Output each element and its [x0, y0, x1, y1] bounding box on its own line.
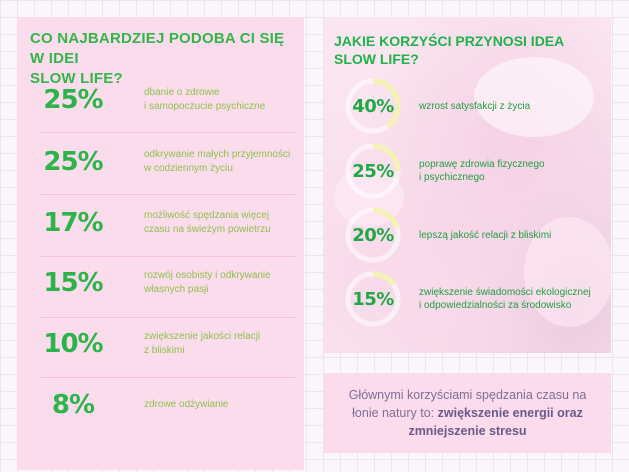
benefit-item: 25% poprawę zdrowia fizycznego i psychic…	[324, 140, 611, 200]
stat-row: 25% dbanie o zdrowie i samopoczucie psyc…	[17, 72, 304, 128]
stat-description: rozwój osobisty i odkrywanie własnych pa…	[144, 255, 299, 311]
stat-description-line: własnych pasji	[144, 284, 209, 295]
row-divider	[39, 256, 297, 257]
ring-progress-arc	[345, 271, 401, 327]
stat-percentage: 25%	[43, 147, 103, 177]
stat-row: 10% zwiększenie jakości relacji z bliski…	[17, 316, 304, 372]
benefit-item: 20% lepszą jakość relacji z bliskimi	[324, 204, 611, 264]
summary-line: Głównymi korzyściami spędzania czasu na	[348, 388, 587, 402]
stat-description: zdrowe odżywianie	[144, 377, 299, 433]
benefit-description: zwiększenie świadomości ekologicznej i o…	[419, 268, 609, 330]
benefit-percentage: 40%	[352, 95, 394, 117]
benefit-percentage: 25%	[352, 160, 394, 182]
stat-percentage: 17%	[43, 208, 103, 238]
stat-description-line: dbanie o zdrowie	[144, 87, 220, 98]
percentage-ring: 40%	[344, 77, 402, 135]
summary-highlight: zwiększenie energii oraz	[437, 406, 583, 420]
stat-description: możliwość spędzania więcej czasu na świe…	[144, 195, 299, 251]
benefit-percentage: 15%	[352, 288, 394, 310]
stat-description: odkrywanie małych przyjemności w codzien…	[144, 134, 299, 190]
stat-description-line: możliwość spędzania więcej	[144, 210, 270, 221]
ring-svg	[345, 78, 401, 134]
ring-svg	[345, 143, 401, 199]
left-title-line1: CO NAJBARDZIEJ PODOBA CI SIĘ W IDEI	[30, 30, 285, 67]
row-divider	[39, 132, 297, 133]
summary-line: łonie natury to: zwiększenie energii ora…	[352, 404, 583, 422]
stat-description-line: czasu na świeżym powietrzu	[144, 224, 271, 235]
summary-highlight: zmniejszenie stresu	[408, 424, 527, 438]
percentage-ring: 25%	[344, 142, 402, 200]
stat-description-line: w codziennym życiu	[144, 163, 233, 174]
stat-row: 8% zdrowe odżywianie	[17, 377, 304, 433]
stat-description-line: i samopoczucie psychiczne	[144, 101, 266, 112]
stat-percentage: 25%	[43, 85, 103, 115]
stat-description: dbanie o zdrowie i samopoczucie psychicz…	[144, 72, 299, 128]
percentage-ring: 20%	[344, 206, 402, 264]
benefit-description-line: zwiększenie świadomości ekologicznej	[419, 287, 591, 298]
stat-description-line: odkrywanie małych przyjemności	[144, 149, 291, 160]
left-title-line2: SLOW LIFE?	[30, 70, 123, 87]
ring-progress-arc	[345, 143, 401, 199]
stat-description-line: zwiększenie jakości relacji	[144, 331, 261, 342]
stat-percentage: 15%	[43, 268, 103, 298]
benefit-item: 40% wzrost satysfakcji z życia	[324, 75, 611, 135]
stat-row: 25% odkrywanie małych przyjemności w cod…	[17, 134, 304, 190]
stat-row: 17% możliwość spędzania więcej czasu na …	[17, 195, 304, 251]
stat-description-line: rozwój osobisty i odkrywanie	[144, 270, 271, 281]
stat-description-line: z bliskimi	[144, 345, 185, 356]
benefit-description: wzrost satysfakcji z życia	[419, 75, 609, 137]
benefit-item: 15% zwiększenie świadomości ekologicznej…	[324, 268, 611, 328]
left-panel: CO NAJBARDZIEJ PODOBA CI SIĘ W IDEI SLOW…	[17, 17, 304, 470]
decorative-flower-blur	[474, 57, 594, 137]
row-divider	[39, 377, 297, 378]
decorative-flower-blur	[524, 217, 611, 327]
stat-percentage: 10%	[43, 329, 103, 359]
ring-progress-arc	[345, 207, 401, 263]
stat-percentage: 8%	[51, 390, 95, 420]
summary-box: Głównymi korzyściami spędzania czasu na …	[324, 373, 611, 453]
right-panel-title: JAKIE KORZYŚCI PRZYNOSI IDEA SLOW LIFE?	[334, 33, 564, 67]
benefit-percentage: 20%	[352, 224, 394, 246]
row-divider	[39, 194, 297, 195]
benefit-description-line: i psychicznego	[419, 172, 485, 183]
benefit-description: lepszą jakość relacji z bliskimi	[419, 204, 609, 266]
stat-description-line: zdrowe odżywianie	[144, 399, 229, 410]
percentage-ring: 15%	[344, 270, 402, 328]
left-panel-title: CO NAJBARDZIEJ PODOBA CI SIĘ W IDEI SLOW…	[30, 29, 300, 89]
ring-svg	[345, 271, 401, 327]
benefit-description: poprawę zdrowia fizycznego i psychiczneg…	[419, 140, 609, 202]
ring-svg	[345, 207, 401, 263]
ring-progress-arc	[345, 78, 401, 134]
row-divider	[39, 317, 297, 318]
summary-text: łonie natury to:	[352, 406, 438, 420]
benefit-description-line: poprawę zdrowia fizycznego	[419, 159, 545, 170]
benefit-description-line: wzrost satysfakcji z życia	[419, 100, 531, 112]
right-panel: JAKIE KORZYŚCI PRZYNOSI IDEA SLOW LIFE? …	[324, 17, 611, 353]
stat-description: zwiększenie jakości relacji z bliskimi	[144, 316, 299, 372]
benefit-description-line: lepszą jakość relacji z bliskimi	[419, 229, 552, 241]
benefit-description-line: i odpowiedzialności za środowisko	[419, 300, 572, 311]
stat-row: 15% rozwój osobisty i odkrywanie własnyc…	[17, 255, 304, 311]
